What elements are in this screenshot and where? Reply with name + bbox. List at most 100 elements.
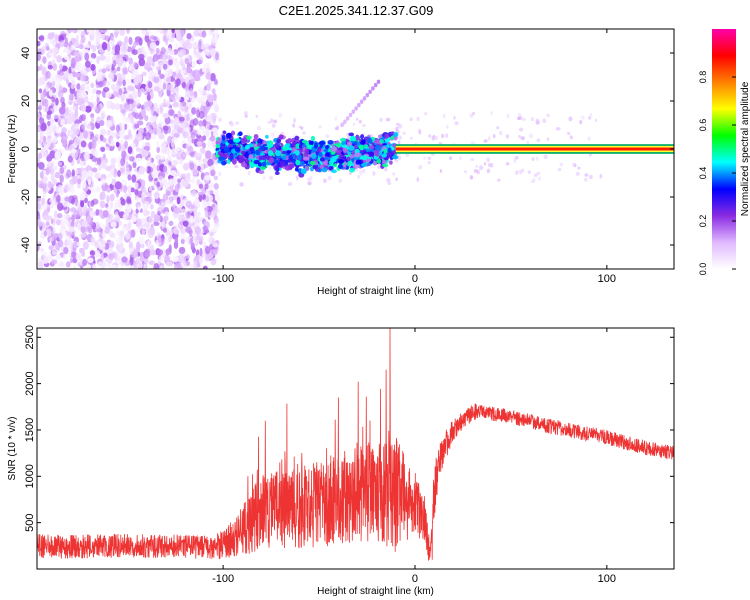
noise-mark [202,225,208,231]
noise-mark [59,41,63,48]
noise-mark [134,99,141,107]
noise-mark [213,183,219,190]
scatter-mark [522,117,527,122]
scatter-mark [531,117,534,122]
noise-mark [122,224,127,232]
noise-mark [173,229,180,235]
tracking-mark [291,158,297,163]
scatter-mark [355,117,359,121]
noise-mark [52,47,59,53]
noise-mark [167,109,175,117]
noise-mark [69,29,77,33]
noise-mark [114,44,121,53]
noise-mark [94,30,101,39]
noise-mark [77,178,82,185]
colorbar-ticks: 0.0 0.2 0.4 0.6 0.8 [698,71,736,275]
noise-mark [153,263,160,269]
scatter-mark [405,153,410,158]
noise-mark [130,142,136,149]
noise-mark [43,209,49,217]
noise-mark [160,47,166,55]
noise-mark [171,137,178,143]
noise-mark [122,184,128,194]
noise-mark [111,251,118,259]
scatter-mark [384,166,388,171]
noise-mark [192,118,199,126]
noise-mark [62,231,67,238]
noise-mark [191,107,197,115]
noise-mark [111,124,115,131]
noise-mark [128,57,133,65]
chart-title: C2E1.2025.341.12.37.G09 [279,3,434,18]
noise-mark [211,248,218,256]
tracking-mark [221,134,226,141]
noise-mark [213,79,219,86]
noise-mark [57,89,64,98]
noise-mark [73,51,80,58]
noise-mark [114,211,119,217]
noise-mark [162,34,167,43]
scatter-mark [271,123,276,128]
noise-mark [98,80,104,88]
tracking-mark [300,168,307,175]
noise-mark [55,126,60,134]
noise-mark [153,36,158,41]
noise-mark [199,247,203,257]
noise-mark [189,264,194,269]
tracking-mark [275,150,282,157]
scatter-mark [486,168,491,174]
noise-mark [107,102,111,107]
noise-mark [101,177,106,186]
noise-mark [131,49,139,55]
noise-mark [126,167,130,173]
noise-mark [193,152,201,158]
scatter-mark [280,131,285,135]
scatter-mark [490,162,494,168]
noise-mark [197,216,201,221]
noise-mark [46,110,53,115]
tracking-mark [341,141,346,145]
noise-mark [99,223,105,228]
noise-mark [99,200,106,209]
noise-mark [156,249,163,256]
noise-mark [111,178,117,186]
tracking-mark [262,140,267,146]
noise-mark [162,29,166,35]
noise-mark [41,250,46,259]
tracking-mark [349,154,356,159]
noise-mark [114,103,120,111]
noise-mark [159,91,163,98]
tracking-mark [374,144,381,151]
noise-mark [38,260,44,269]
tracking-mark [253,138,258,142]
noise-mark [63,201,67,208]
noise-mark [185,200,192,208]
tracking-mark [294,167,299,172]
tracking-mark [241,162,248,168]
scatter-mark [418,165,423,170]
colorbar: 0.0 0.2 0.4 0.6 0.8 Normalized spectral ampl… [698,29,750,275]
noise-mark [74,72,82,78]
scatter-mark [410,136,413,140]
tracking-mark [360,134,365,140]
noise-mark [150,249,156,256]
noise-mark [162,125,169,131]
noise-mark [88,57,95,63]
scatter-mark [518,135,521,139]
noise-mark [38,162,45,170]
tracking-mark [392,143,397,148]
noise-mark [37,112,41,121]
noise-mark [68,93,74,101]
streak-mark [357,102,361,108]
tracking-mark [291,141,296,147]
tracking-mark [294,135,300,141]
noise-mark [190,132,196,139]
noise-mark [75,34,80,43]
noise-mark [198,235,204,242]
tracking-mark [346,156,351,162]
noise-mark [53,165,58,171]
tracking-mark [240,137,248,144]
noise-mark [113,236,119,243]
streak-mark [348,112,353,118]
noise-mark [68,195,75,204]
